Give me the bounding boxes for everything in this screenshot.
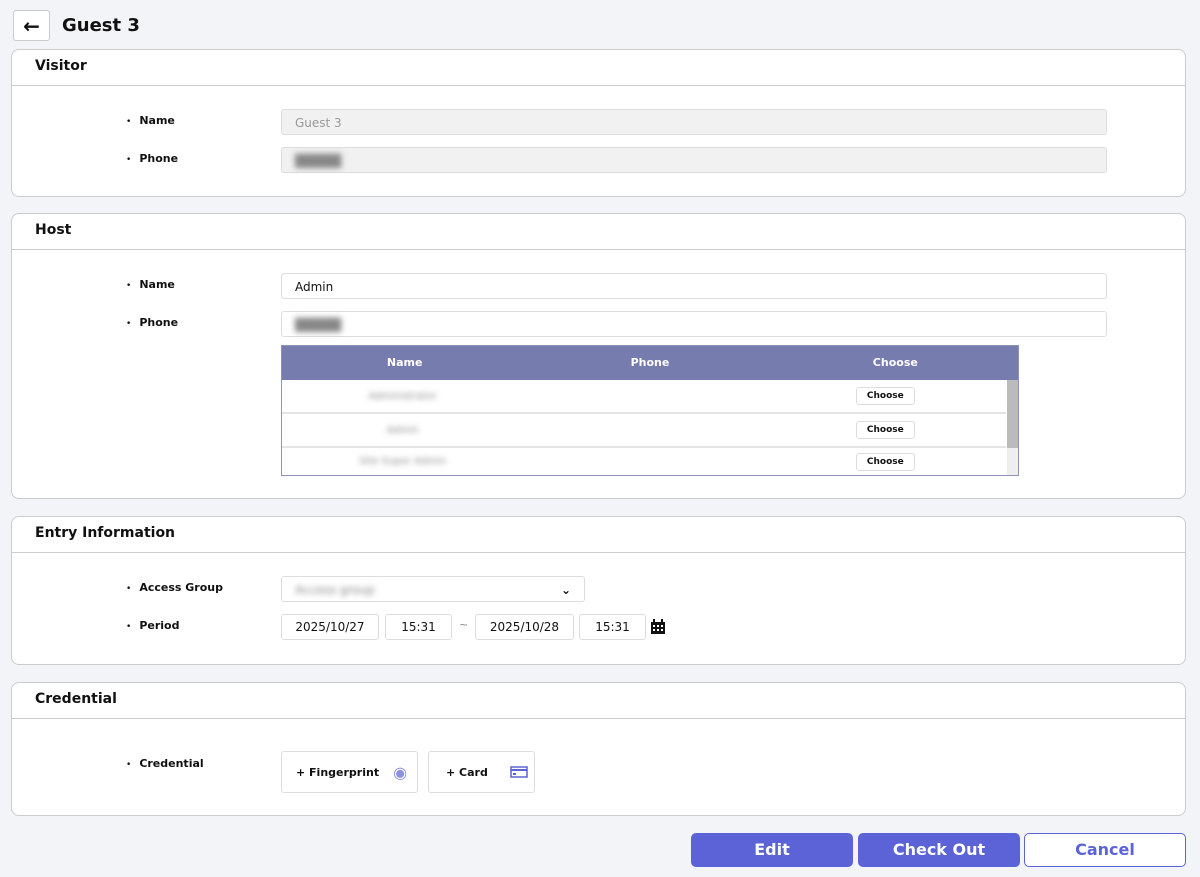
page-title: Guest 3 bbox=[62, 15, 140, 36]
credential-section: Credential Credential + Fingerprint◉ + C… bbox=[11, 682, 1186, 816]
end-date-input[interactable]: 2025/10/28 bbox=[475, 614, 574, 640]
entry-section: Entry Information Access Group Access gr… bbox=[11, 516, 1186, 665]
host-phone-label: Phone bbox=[126, 316, 178, 329]
section-title: Host bbox=[12, 214, 1185, 250]
check-out-button[interactable]: Check Out bbox=[858, 833, 1020, 867]
visitor-phone-input[interactable]: █████ bbox=[281, 147, 1107, 173]
host-phone-input[interactable]: █████ bbox=[281, 311, 1107, 337]
start-time-input[interactable]: 15:31 bbox=[385, 614, 452, 640]
section-title: Visitor bbox=[12, 50, 1185, 86]
scrollbar[interactable] bbox=[1007, 380, 1018, 475]
host-name-cell: Administrator bbox=[368, 390, 437, 402]
visitor-name-label: Name bbox=[126, 114, 175, 127]
cancel-button[interactable]: Cancel bbox=[1024, 833, 1186, 867]
period-separator: ~ bbox=[459, 618, 469, 631]
chevron-down-icon: ⌄ bbox=[560, 583, 571, 597]
arrow-left-icon: ← bbox=[23, 13, 40, 38]
start-date-input[interactable]: 2025/10/27 bbox=[281, 614, 379, 640]
host-name-label: Name bbox=[126, 278, 175, 291]
table-row: Admin Choose bbox=[282, 414, 1006, 448]
table-row: Site Super Admin Choose bbox=[282, 448, 1006, 475]
visitor-phone-label: Phone bbox=[126, 152, 178, 165]
choose-button[interactable]: Choose bbox=[855, 421, 915, 439]
fingerprint-icon: ◉ bbox=[393, 762, 408, 782]
host-table: Name Phone Choose Administrator Choose Ad… bbox=[281, 345, 1019, 476]
choose-button[interactable]: Choose bbox=[855, 452, 915, 471]
table-row: Administrator Choose bbox=[282, 380, 1006, 414]
section-title: Entry Information bbox=[12, 517, 1185, 553]
card-icon bbox=[510, 766, 528, 778]
host-name-input[interactable]: Admin bbox=[281, 273, 1107, 299]
host-section: Host Name Admin Phone █████ Name Phone C… bbox=[11, 213, 1186, 499]
edit-button[interactable]: Edit bbox=[691, 833, 853, 867]
add-card-button[interactable]: + Card bbox=[428, 751, 535, 793]
host-name-cell: Admin bbox=[386, 424, 419, 436]
calendar-icon[interactable] bbox=[650, 619, 666, 635]
column-header: Choose bbox=[872, 356, 918, 369]
visitor-section: Visitor Name Guest 3 Phone █████ bbox=[11, 49, 1186, 197]
end-time-input[interactable]: 15:31 bbox=[579, 614, 646, 640]
period-label: Period bbox=[126, 619, 179, 632]
visitor-name-input[interactable]: Guest 3 bbox=[281, 109, 1107, 135]
column-header: Phone bbox=[630, 356, 670, 369]
column-header: Name bbox=[386, 356, 423, 369]
choose-button[interactable]: Choose bbox=[855, 387, 915, 405]
back-button[interactable]: ← bbox=[13, 10, 50, 41]
access-group-select[interactable]: Access group ⌄ bbox=[281, 576, 585, 602]
access-group-label: Access Group bbox=[126, 581, 223, 594]
section-title: Credential bbox=[12, 683, 1185, 719]
add-fingerprint-button[interactable]: + Fingerprint ◉ bbox=[281, 751, 418, 793]
host-name-cell: Site Super Admin bbox=[359, 456, 447, 467]
credential-label: Credential bbox=[126, 757, 203, 770]
